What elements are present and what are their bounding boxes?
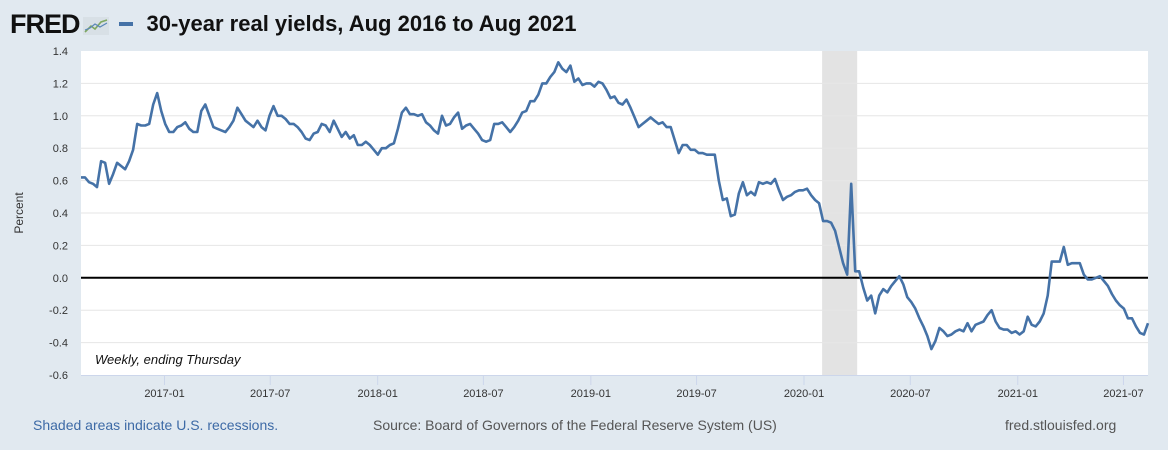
y-tick-label: 1.4 [53,46,68,58]
y-tick-label: 1.0 [53,111,68,123]
y-tick-label: 0.8 [53,143,68,155]
y-tick-label: 0.6 [53,176,68,188]
x-tick-label: 2018-01 [357,388,397,400]
series-line-30yr-real-yield[interactable] [81,61,1150,351]
y-tick-label: 0.0 [53,273,68,285]
y-tick-label: 1.2 [53,78,68,90]
y-tick-label: -0.4 [49,338,68,350]
y-tick-label: 0.2 [53,240,68,252]
x-tick-label: 2021-01 [998,388,1038,400]
y-tick-label: -0.2 [49,305,68,317]
series-legend-swatch [118,22,133,26]
y-tick-label: 0.4 [53,208,68,220]
x-tick-label: 2017-01 [144,388,184,400]
x-tick-label: 2018-07 [463,388,503,400]
chart-title: 30-year real yields, Aug 2016 to Aug 202… [146,11,577,36]
recession-note-link[interactable]: Shaded areas indicate U.S. recessions. [33,417,279,433]
source-text: Source: Board of Governors of the Federa… [373,417,777,433]
y-tick-label: -0.6 [49,370,68,382]
y-axis-label: Percent [12,192,26,234]
x-tick-label: 2019-07 [676,388,716,400]
chart-header: FRED 30-year real yields, Aug 2016 to Au… [10,6,577,42]
frequency-annotation: Weekly, ending Thursday [95,352,242,367]
x-tick-label: 2021-07 [1103,388,1143,400]
x-tick-label: 2020-01 [784,388,824,400]
x-tick-label: 2020-07 [890,388,930,400]
fred-site-link[interactable]: fred.stlouisfed.org [1005,417,1117,433]
x-tick-label: 2019-01 [571,388,611,400]
fred-graph-icon [82,17,109,35]
fred-logo[interactable]: FRED [10,8,80,39]
x-tick-label: 2017-07 [250,388,290,400]
